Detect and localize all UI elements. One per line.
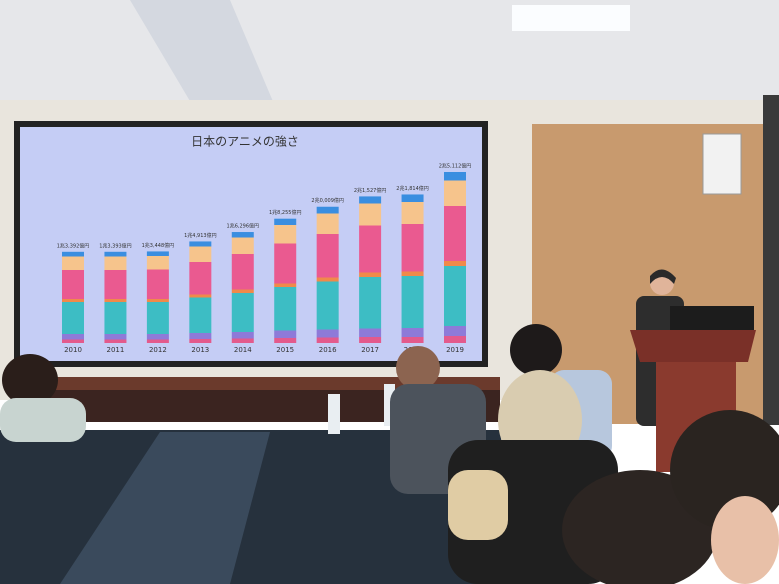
person-head [2,354,58,406]
bottle [328,394,340,434]
bottle [384,384,395,426]
value-label: 2兆0,009億円 [311,197,344,204]
x-tick-label: 2016 [319,346,337,354]
lectern-top [630,330,756,362]
bar [274,218,297,343]
ceiling [0,0,779,100]
person-head [396,346,440,390]
x-tick-label: 2011 [107,346,125,354]
value-label: 1兆3,448億円 [142,242,175,249]
face [711,496,779,584]
chart: 1兆3,392億円 2010 1兆3,393億円 2011 1兆3,448億円 2012 1… [57,163,472,355]
bar [316,206,339,343]
x-tick-label: 2014 [234,346,252,354]
chart-title: 日本のアニメの強さ [191,135,299,149]
beam [130,0,280,118]
x-tick-label: 2010 [64,346,82,354]
value-label: 1兆8,255億円 [269,209,302,216]
value-label: 1兆4,913億円 [184,232,217,239]
value-label: 1兆3,393億円 [99,242,132,249]
monitor [670,306,754,332]
x-tick-label: 2017 [361,346,379,354]
reflection [60,432,270,584]
light [512,5,630,31]
bar [104,251,127,343]
value-label: 2兆1,527億円 [354,187,387,194]
value-label: 2兆1,814億円 [396,185,429,192]
bar [146,251,169,343]
sleeve [448,470,508,540]
x-tick-label: 2012 [149,346,167,354]
curtain [763,95,779,425]
x-tick-label: 2013 [191,346,209,354]
x-tick-label: 2019 [446,346,464,354]
hair [650,269,676,284]
bar [189,241,212,343]
bar [231,232,254,343]
bar [401,194,424,343]
x-tick-label: 2015 [276,346,294,354]
person-body [0,398,86,442]
value-label: 1兆6,296億円 [227,223,260,230]
bar [359,196,382,343]
speaker [702,133,742,195]
person-head [510,324,562,376]
bar [62,251,84,343]
bar [444,172,466,343]
value-label: 1兆3,392億円 [57,242,90,249]
value-label: 2兆5,112億円 [439,163,472,170]
